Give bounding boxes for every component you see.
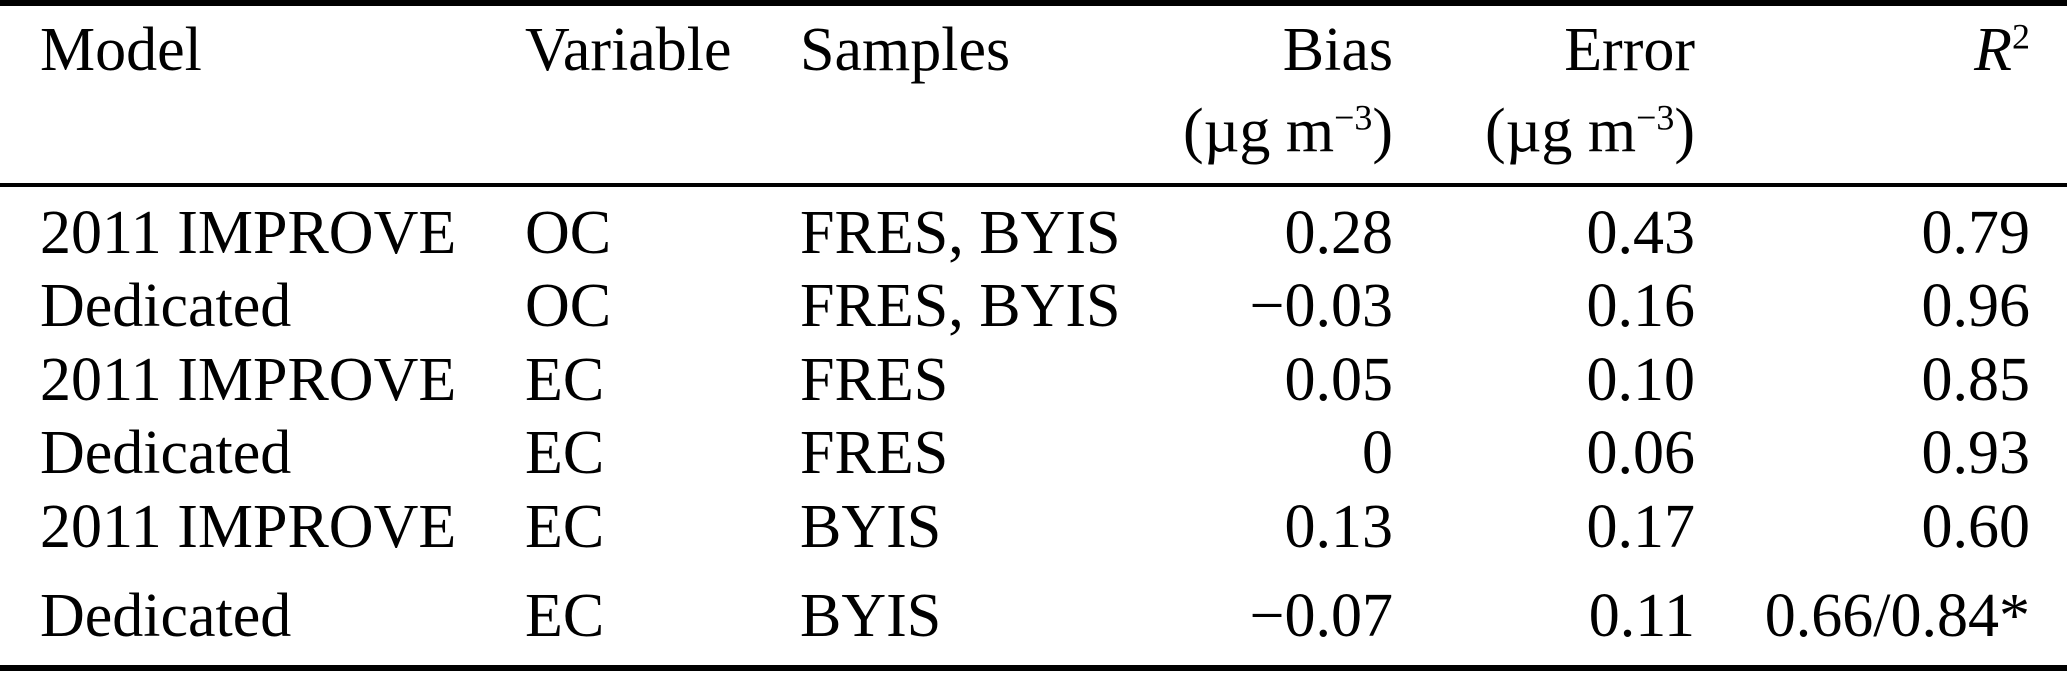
cell-bias: 0.28 [1284,198,1394,267]
empty-cell [1695,87,2067,185]
cell-model: Dedicated [40,272,292,341]
unit-text: ) [1372,97,1393,165]
cell-model: Dedicated [40,582,292,651]
unit-text: ) [1674,97,1695,165]
unit-exponent: −3 [1636,97,1675,138]
cell-variable: EC [525,582,605,651]
r2-label: R [1974,15,2013,84]
cell-model: 2011 IMPROVE [40,493,457,562]
column-header-error: Error [1564,15,1695,84]
cell-samples: FRES, BYIS [800,198,1121,267]
cell-bias: 0 [1362,419,1393,488]
cell-r2: 0.79 [1921,198,2031,267]
cell-error: 0.10 [1586,345,1696,414]
header-row-units: (µg m−3) (µg m−3) [0,87,2067,185]
cell-bias: 0.13 [1284,493,1394,562]
cell-error: 0.17 [1586,493,1696,562]
cell-error: 0.43 [1586,198,1696,267]
cell-error: 0.11 [1588,582,1695,651]
empty-cell [500,87,798,185]
unit-text: (µg m [1182,97,1335,165]
table-body: 2011 IMPROVE OC FRES, BYIS 0.28 0.43 0.7… [0,185,2067,668]
cell-bias: −0.07 [1249,582,1393,651]
cell-bias: −0.03 [1249,272,1393,341]
table-row: 2011 IMPROVE EC FRES 0.05 0.10 0.85 [0,347,2067,421]
unit-exponent: −3 [1334,97,1373,138]
cell-variable: OC [525,272,612,341]
table-row: Dedicated EC BYIS −0.07 0.11 0.66/0.84* [0,568,2067,668]
cell-model: 2011 IMPROVE [40,345,457,414]
table-row: 2011 IMPROVE EC BYIS 0.13 0.17 0.60 [0,495,2067,569]
cell-r2: 0.96 [1921,272,2031,341]
cell-r2: 0.60 [1921,493,2031,562]
header-row-labels: Model Variable Samples Bias Error R2 [0,3,2067,87]
table-header: Model Variable Samples Bias Error R2 (µg… [0,3,2067,185]
cell-variable: EC [525,345,605,414]
cell-r2: 0.93 [1921,419,2031,488]
table-row: Dedicated OC FRES, BYIS −0.03 0.16 0.96 [0,274,2067,348]
column-header-samples: Samples [800,15,1011,84]
cell-r2: 0.85 [1921,345,2031,414]
column-header-variable: Variable [525,15,732,84]
table-row: Dedicated EC FRES 0 0.06 0.93 [0,421,2067,495]
cell-bias: 0.05 [1284,345,1394,414]
column-header-bias: Bias [1282,15,1393,84]
column-unit-bias: (µg m−3) [1105,87,1393,185]
table-row: 2011 IMPROVE OC FRES, BYIS 0.28 0.43 0.7… [0,185,2067,274]
column-unit-error: (µg m−3) [1393,87,1695,185]
cell-samples: FRES [800,419,949,488]
cell-samples: FRES, BYIS [800,272,1121,341]
cell-samples: BYIS [800,582,942,651]
cell-variable: EC [525,419,605,488]
cell-model: 2011 IMPROVE [40,198,457,267]
empty-cell [0,87,500,185]
unit-text: (µg m [1484,97,1637,165]
column-header-r2: R2 [1695,3,2067,87]
cell-error: 0.06 [1586,419,1696,488]
cell-variable: EC [525,493,605,562]
cell-samples: FRES [800,345,949,414]
column-header-model: Model [40,15,202,84]
cell-error: 0.16 [1586,272,1696,341]
cell-model: Dedicated [40,419,292,488]
r2-superscript: 2 [2012,16,2030,57]
cell-r2: 0.66/0.84* [1764,582,2030,651]
cell-variable: OC [525,198,612,267]
cell-samples: BYIS [800,493,942,562]
empty-cell [798,87,1105,185]
